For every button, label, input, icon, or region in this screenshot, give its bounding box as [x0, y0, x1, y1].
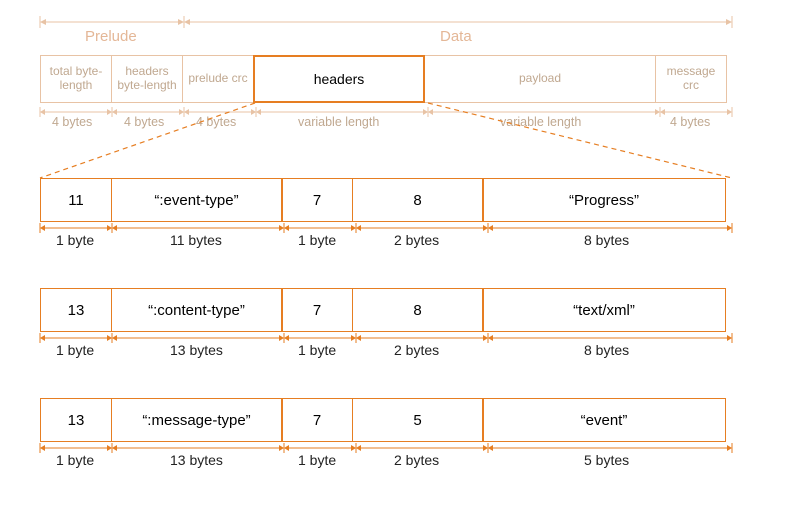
- size-prelude-crc: 4 bytes: [196, 115, 236, 129]
- section-label-data: Data: [440, 28, 472, 45]
- detail-cell: 5: [352, 398, 484, 442]
- detail-cell: 7: [281, 178, 353, 222]
- detail-cell: 7: [281, 288, 353, 332]
- detail-cell: “text/xml”: [482, 288, 726, 332]
- detail-row-0: 11 “:event-type” 7 8 “Progress”: [40, 178, 725, 222]
- size-label: 1 byte: [298, 452, 336, 468]
- size-headers: variable length: [298, 115, 379, 129]
- size-payload: variable length: [500, 115, 581, 129]
- size-headers-byte-length: 4 bytes: [124, 115, 164, 129]
- detail-cell: 11: [40, 178, 112, 222]
- size-label: 13 bytes: [170, 342, 223, 358]
- detail-cell: 13: [40, 288, 112, 332]
- size-total-byte-length: 4 bytes: [52, 115, 92, 129]
- size-label: 1 byte: [56, 232, 94, 248]
- size-label: 2 bytes: [394, 342, 439, 358]
- size-label: 1 byte: [56, 452, 94, 468]
- size-label: 11 bytes: [170, 232, 222, 248]
- detail-cell: “Progress”: [482, 178, 726, 222]
- detail-cell: 7: [281, 398, 353, 442]
- detail-cell: “event”: [482, 398, 726, 442]
- size-label: 8 bytes: [584, 232, 629, 248]
- detail-row-1: 13 “:content-type” 7 8 “text/xml”: [40, 288, 725, 332]
- detail-cell: 8: [352, 178, 484, 222]
- detail-cell: “:event-type”: [111, 178, 283, 222]
- size-label: 13 bytes: [170, 452, 223, 468]
- field-total-byte-length: total byte-length: [40, 55, 112, 103]
- field-prelude-crc: prelude crc: [182, 55, 254, 103]
- size-label: 2 bytes: [394, 232, 439, 248]
- size-label: 2 bytes: [394, 452, 439, 468]
- detail-row-2: 13 “:message-type” 7 5 “event”: [40, 398, 725, 442]
- field-payload: payload: [424, 55, 656, 103]
- field-headers: headers: [253, 55, 425, 103]
- detail-cell: “:message-type”: [111, 398, 283, 442]
- size-label: 1 byte: [56, 342, 94, 358]
- size-label: 8 bytes: [584, 342, 629, 358]
- section-label-prelude: Prelude: [85, 28, 137, 45]
- field-headers-byte-length: headers byte-length: [111, 55, 183, 103]
- size-message-crc: 4 bytes: [670, 115, 710, 129]
- top-field-row: total byte-length headers byte-length pr…: [40, 55, 726, 103]
- size-label: 1 byte: [298, 232, 336, 248]
- size-label: 5 bytes: [584, 452, 629, 468]
- size-label: 1 byte: [298, 342, 336, 358]
- detail-cell: 13: [40, 398, 112, 442]
- detail-cell: 8: [352, 288, 484, 332]
- field-message-crc: message crc: [655, 55, 727, 103]
- detail-cell: “:content-type”: [111, 288, 283, 332]
